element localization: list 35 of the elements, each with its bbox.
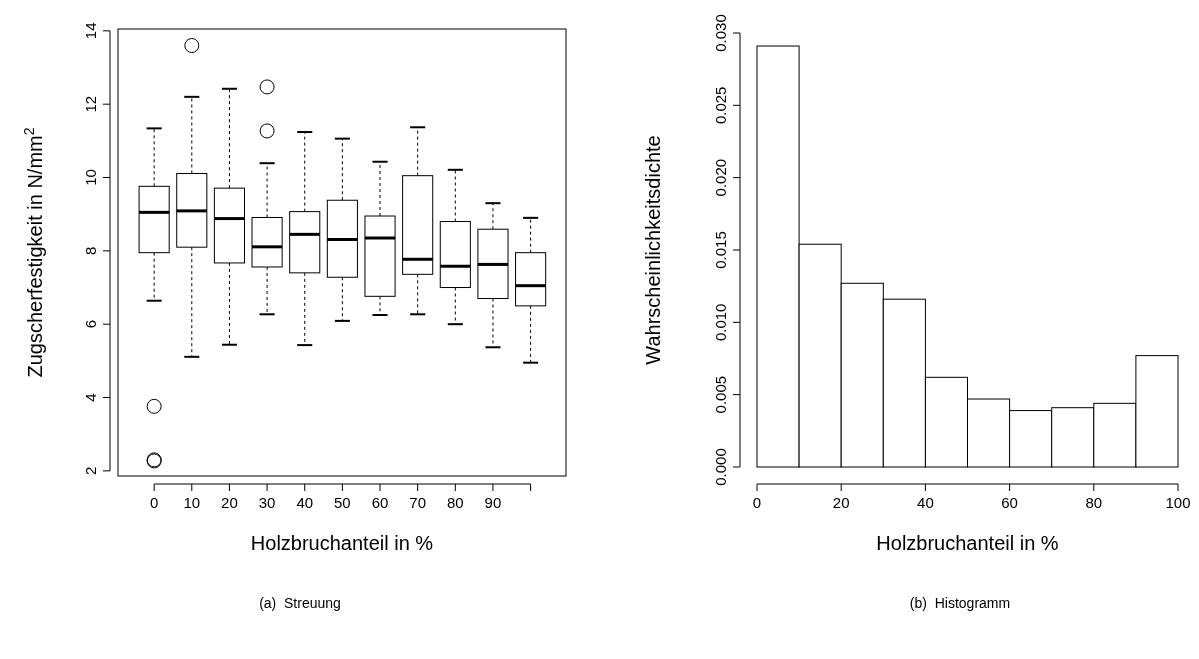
y-tick-label: 0.025 [712,86,729,125]
x-tick-label: 20 [832,494,850,511]
x-tick-label: 80 [446,494,464,511]
x-tick-label: 40 [917,494,934,511]
x-tick-label: 70 [409,494,427,511]
x-axis-title: Holzbruchanteil in % [876,532,1059,554]
text: (b) Histogramm [909,595,1011,611]
y-tick-label: 0.000 [712,448,729,486]
y-tick-label: 0.005 [712,375,729,414]
x-tick-label: 60 [1001,494,1018,511]
text: (a) Streuung [259,595,341,611]
x-tick-label: 0 [752,494,762,511]
y-axis-title: Wahrscheinlichkeitsdichte [642,135,664,365]
x-tick-label: 10 [183,494,201,511]
y-tick-label: 0.015 [712,231,729,269]
x-tick-label: 30 [258,494,276,511]
y-tick-label: 2 [82,466,99,476]
y-tick-label: 14 [82,22,99,40]
y-tick-label: 6 [82,320,99,329]
y-tick-label: 0.030 [712,14,729,52]
y-tick-label: 0.010 [712,303,729,342]
y-tick-label: 4 [82,393,99,402]
x-tick-label: 60 [371,494,389,511]
y-tick-label: 8 [82,246,99,256]
x-tick-label: 40 [296,494,314,511]
x-tick-label: 90 [484,494,502,511]
x-tick-label: 100 [1165,494,1191,511]
x-axis-title: Holzbruchanteil in % [250,532,434,554]
y-tick-label: 12 [82,95,99,113]
x-tick-label: 80 [1085,494,1103,511]
y-tick-label: 10 [82,169,99,186]
x-tick-label: 50 [334,494,351,511]
y-tick-label: 0.020 [712,158,729,197]
x-tick-label: 0 [149,494,159,511]
x-tick-label: 20 [221,494,238,511]
